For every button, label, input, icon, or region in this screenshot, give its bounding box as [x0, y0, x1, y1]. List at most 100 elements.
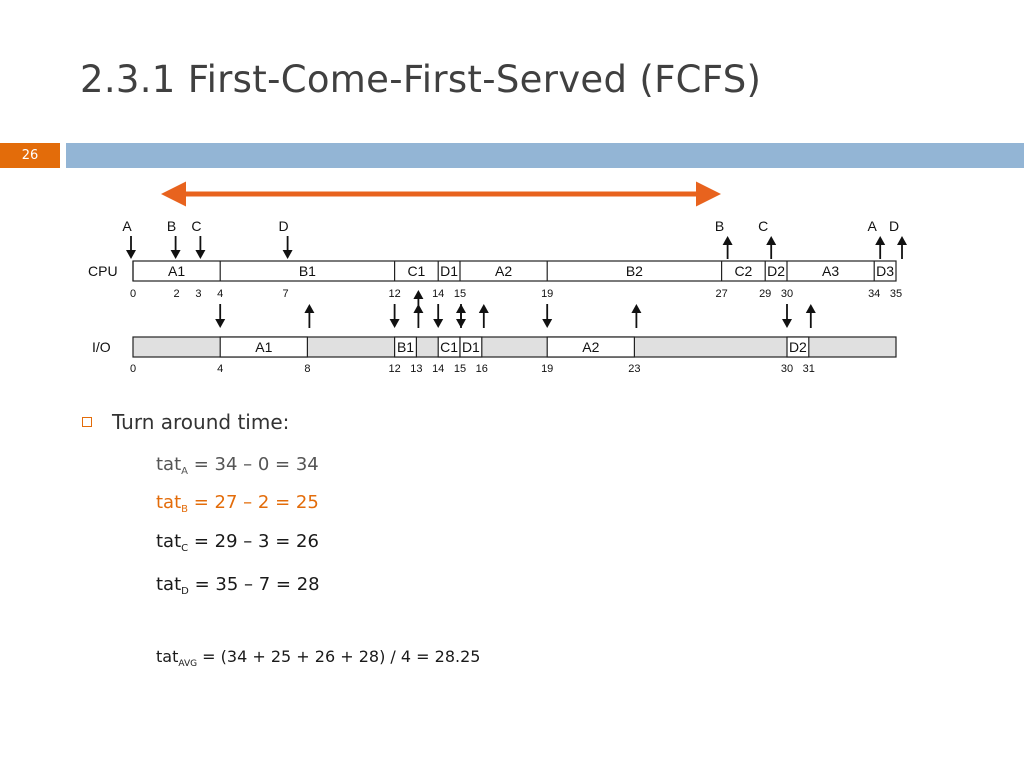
io-segment-label: B1: [397, 339, 414, 355]
cpu-tick-label: 30: [781, 288, 793, 300]
io-segment: [459, 336, 483, 358]
cpu-tick-label: 7: [283, 288, 289, 300]
io-tick-label: 0: [130, 363, 136, 375]
arrival-arrow-icon: [282, 250, 293, 259]
cpu-tick-label: 34: [868, 288, 880, 300]
completion-label: D: [889, 218, 899, 234]
cpu-tick-label: 12: [388, 288, 400, 300]
io-tick-label: 8: [304, 363, 310, 375]
cpu-tick-label: 35: [890, 288, 902, 300]
cpu-tick-label: 15: [454, 288, 466, 300]
io-segment-label: C1: [440, 339, 458, 355]
arrival-arrow-icon: [170, 250, 181, 259]
io-tick-label: 23: [628, 363, 640, 375]
formula-expr: = 27 – 2 = 25: [188, 492, 319, 513]
completion-label: C: [758, 218, 768, 234]
bullet-text: Turn around time:: [112, 410, 290, 434]
cpu-segment-label: B2: [626, 263, 643, 279]
cpu-segment-label: D3: [876, 263, 894, 279]
cpu-tick-label: 19: [541, 288, 553, 300]
formula-sub: A: [181, 466, 188, 477]
io-tick-label: 4: [217, 363, 223, 375]
cpu-segment-label: B1: [299, 263, 316, 279]
cpu-segment-label: D1: [440, 263, 458, 279]
cpu-segment-label: A2: [495, 263, 512, 279]
io-request-arrow-icon: [389, 319, 400, 328]
completion-label: B: [715, 218, 724, 234]
io-done-arrow-icon: [456, 304, 466, 313]
cpu-tick-label: 2: [174, 288, 180, 300]
completion-label: A: [868, 218, 878, 234]
formula-sub: AVG: [178, 659, 198, 669]
io-segment-label: A1: [255, 339, 272, 355]
formula-tat-d: tatD = 35 – 7 = 28: [156, 574, 320, 597]
io-tick-label: 12: [388, 363, 400, 375]
formula-sub: D: [181, 586, 189, 597]
io-return-arrow-icon: [413, 290, 424, 299]
io-tick-label: 31: [803, 363, 815, 375]
cpu-tick-label: 3: [195, 288, 201, 300]
io-tick-label: 14: [432, 363, 444, 375]
io-tick-label: 16: [476, 363, 488, 375]
io-row-label: I/O: [92, 339, 111, 355]
cpu-tick-label: 27: [715, 288, 727, 300]
formula-tat-a: tatA = 34 – 0 = 34: [156, 454, 319, 477]
cpu-segment-label: A3: [822, 263, 839, 279]
completion-arrow-icon: [875, 236, 886, 245]
square-bullet-icon: [82, 417, 92, 427]
formula-sub: C: [181, 543, 189, 554]
io-tick-label: 13: [410, 363, 422, 375]
arrival-label: A: [122, 218, 132, 234]
io-bar: [132, 336, 897, 358]
completion-arrow-icon: [897, 236, 907, 245]
formula-expr: = (34 + 25 + 26 + 28) / 4 = 28.25: [197, 647, 481, 666]
io-request-arrow-icon: [433, 319, 444, 328]
arrival-label: B: [167, 218, 176, 234]
cpu-row-label: CPU: [88, 263, 118, 279]
io-segment: [219, 336, 308, 358]
formula-base: tat: [156, 647, 179, 666]
arrival-arrow-icon: [126, 250, 136, 259]
turnaround-section: Turn around time: tatA = 34 – 0 = 34 tat…: [80, 410, 980, 669]
completion-arrow-icon: [722, 236, 733, 245]
title-rule: [66, 143, 1024, 168]
formula-base: tat: [156, 531, 182, 552]
cpu-tick-label: 4: [217, 288, 223, 300]
io-segment-label: D1: [462, 339, 480, 355]
io-segment-label: A2: [582, 339, 599, 355]
cpu-segment-label: C2: [734, 263, 752, 279]
cpu-tick-label: 29: [759, 288, 771, 300]
cpu-tick-label: 14: [432, 288, 444, 300]
formula-base: tat: [156, 492, 182, 513]
io-request-arrow-icon: [542, 319, 553, 328]
formula-tat-c: tatC = 29 – 3 = 26: [156, 531, 319, 554]
io-done-arrow-icon: [304, 304, 315, 313]
cpu-segment-label: D2: [767, 263, 785, 279]
io-segment: [394, 336, 418, 358]
slide-title: 2.3.1 First-Come-First-Served (FCFS): [80, 58, 762, 101]
formula-sub: B: [181, 504, 189, 515]
cpu-segment-label: C1: [407, 263, 425, 279]
cpu-tick-label: 0: [130, 288, 136, 300]
page-number-badge: 26: [0, 143, 60, 168]
io-done-arrow-icon: [478, 304, 489, 313]
io-request-arrow-icon: [215, 319, 226, 328]
bullet-item: Turn around time:: [80, 410, 980, 434]
formula-expr: = 34 – 0 = 34: [188, 454, 319, 475]
arrival-label: D: [279, 218, 289, 234]
cpu-segment-label: A1: [168, 263, 185, 279]
io-tick-label: 19: [541, 363, 553, 375]
formula-expr: = 29 – 3 = 26: [188, 531, 319, 552]
formula-base: tat: [156, 574, 182, 595]
formula-expr: = 35 – 7 = 28: [188, 574, 320, 595]
io-segment: [546, 336, 636, 358]
formula-tat-avg: tatAVG = (34 + 25 + 26 + 28) / 4 = 28.25: [156, 647, 480, 669]
completion-arrow-icon: [766, 236, 777, 245]
io-request-arrow-icon: [782, 319, 792, 328]
formula-tat-b: tatB = 27 – 2 = 25: [156, 492, 319, 515]
arrival-label: C: [191, 218, 201, 234]
io-tick-label: 15: [454, 363, 466, 375]
formula-base: tat: [156, 454, 182, 475]
arrival-arrow-icon: [195, 250, 206, 259]
